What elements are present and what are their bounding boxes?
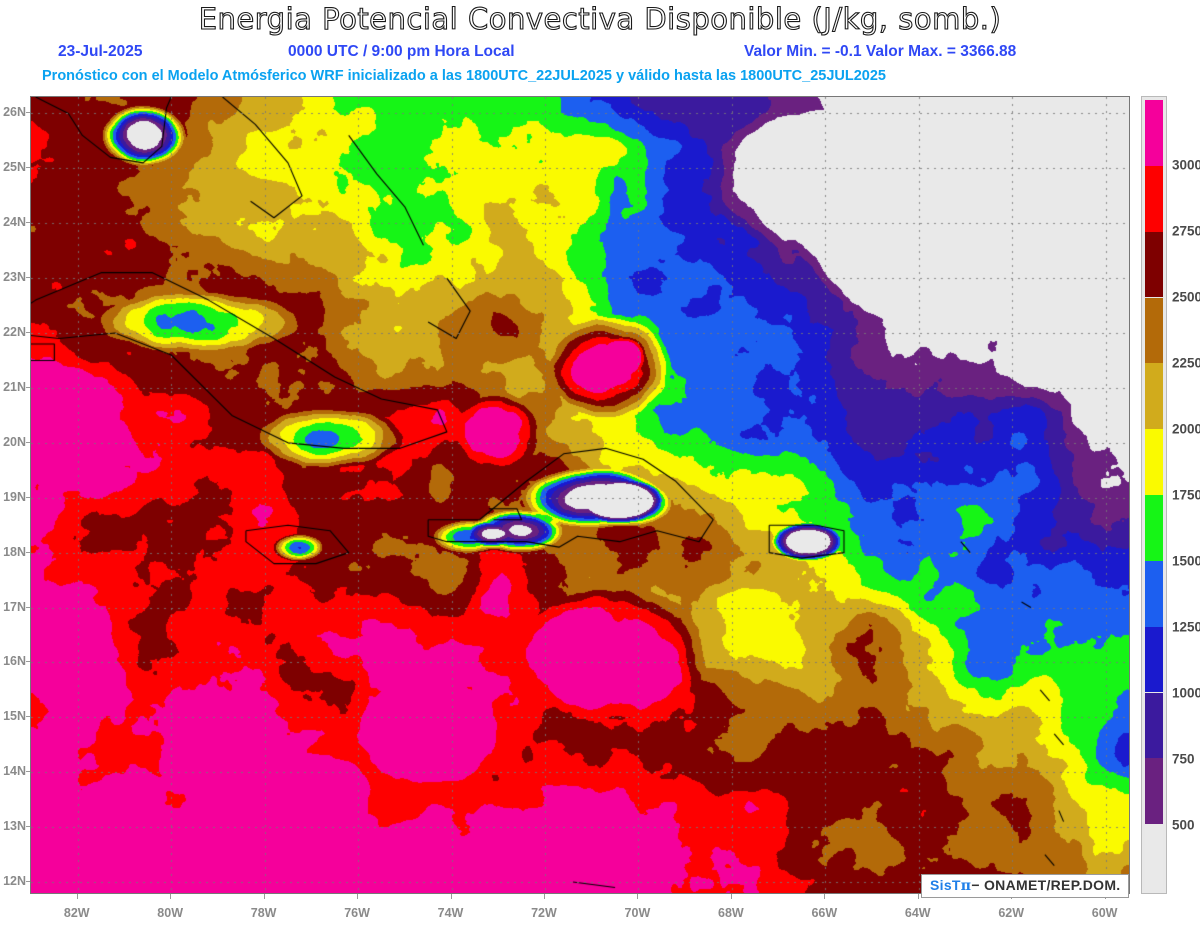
lat-tick-mark: [26, 167, 30, 169]
lat-tick-label: 20N: [3, 434, 26, 449]
lon-tick-label: 78W: [250, 906, 277, 920]
watermark-pi-icon: π: [960, 878, 972, 894]
page-title: Energia Potencial Convectiva Disponible …: [198, 1, 1002, 36]
colorbar-tick-label: 2750: [1172, 223, 1200, 239]
watermark-agency-label: − ONAMET/REP.DOM.: [971, 877, 1121, 893]
lat-tick-mark: [26, 222, 30, 224]
colorbar-band: [1145, 165, 1163, 232]
lon-tick-mark: [917, 894, 919, 899]
lat-tick-mark: [26, 332, 30, 334]
lat-tick-label: 24N: [3, 215, 26, 230]
colorbar-tick-label: 500: [1172, 817, 1195, 833]
model-run-info: Pronóstico con el Modelo Atmósferico WRF…: [42, 68, 886, 84]
forecast-valid-time: 0000 UTC / 9:00 pm Hora Local: [288, 43, 515, 60]
colorbar-tick-label: 750: [1172, 751, 1195, 767]
lat-tick-label: 15N: [3, 709, 26, 724]
colorbar-tick-label: 2000: [1172, 421, 1200, 437]
lon-tick-mark: [357, 894, 359, 899]
colorbar-band: [1145, 758, 1163, 825]
lat-tick-mark: [26, 441, 30, 443]
lon-tick-label: 80W: [157, 906, 184, 920]
lat-tick-label: 18N: [3, 544, 26, 559]
lat-tick-mark: [26, 661, 30, 663]
lon-tick-mark: [76, 894, 78, 899]
latitude-axis: 26N 25N 24N 23N 22N 21N 20N 19N 18N 17N 16N 15N 14N 1…: [0, 96, 30, 894]
lat-tick-mark: [26, 771, 30, 773]
colorbar-band: [1145, 297, 1163, 364]
lat-tick-label: 13N: [3, 819, 26, 834]
lon-tick-label: 68W: [717, 906, 744, 920]
lon-tick-label: 82W: [63, 906, 90, 920]
lon-tick-mark: [637, 894, 639, 899]
colorbar: [1141, 96, 1167, 894]
colorbar-tick-label: 1250: [1172, 619, 1200, 635]
lon-tick-label: 64W: [904, 906, 931, 920]
colorbar-band: [1145, 560, 1163, 627]
lon-tick-label: 72W: [531, 906, 557, 920]
colorbar-tick-label: 2250: [1172, 355, 1200, 371]
lon-tick-label: 76W: [344, 906, 370, 920]
colorbar-band: [1145, 626, 1163, 693]
colorbar-tick-label: 1000: [1172, 685, 1200, 701]
lon-tick-mark: [170, 894, 172, 899]
colorbar-band: [1145, 100, 1163, 166]
colorbar-band: [1145, 824, 1163, 890]
lat-tick-mark: [26, 716, 30, 718]
lat-tick-label: 16N: [3, 654, 26, 669]
lon-tick-label: 62W: [998, 906, 1025, 920]
map-plot-area[interactable]: [30, 96, 1130, 894]
lat-tick-mark: [26, 277, 30, 279]
lon-tick-label: 74W: [437, 906, 464, 920]
lat-tick-label: 14N: [3, 764, 26, 779]
lon-tick-mark: [824, 894, 826, 899]
watermark-sis-label: SisT: [930, 877, 961, 893]
colorbar-tick-label: 1750: [1172, 487, 1200, 503]
lon-tick-mark: [450, 894, 452, 899]
colorbar-band: [1145, 363, 1163, 430]
lat-tick-label: 21N: [3, 379, 26, 394]
forecast-date: 23-Jul-2025: [58, 43, 143, 60]
lat-tick-mark: [26, 551, 30, 553]
lat-tick-label: 12N: [3, 874, 26, 889]
lon-tick-label: 70W: [624, 906, 651, 920]
lon-tick-mark: [263, 894, 265, 899]
colorbar-band: [1145, 429, 1163, 495]
lat-tick-mark: [26, 386, 30, 388]
lat-tick-mark: [26, 826, 30, 828]
colorbar-tick-label: 1500: [1172, 553, 1200, 569]
value-min-max: Valor Min. = -0.1 Valor Max. = 3366.88: [744, 43, 1017, 60]
lat-tick-label: 19N: [3, 489, 26, 504]
watermark-credit: SisTπ− ONAMET/REP.DOM.: [921, 874, 1130, 898]
lat-tick-label: 26N: [3, 105, 26, 120]
lat-tick-label: 22N: [3, 325, 26, 340]
lat-tick-label: 17N: [3, 599, 26, 614]
lat-tick-label: 25N: [3, 160, 26, 175]
colorbar-tick-label: 2500: [1172, 289, 1200, 305]
lat-tick-mark: [26, 606, 30, 608]
lat-tick-label: 23N: [3, 270, 26, 285]
longitude-axis: 82W 80W 78W 76W 74W 72W 70W 68W 66W 64W 62W 60W: [30, 894, 1130, 927]
lon-tick-mark: [730, 894, 732, 899]
lat-tick-mark: [26, 496, 30, 498]
cape-shaded-field: [31, 97, 1129, 893]
lon-tick-label: 60W: [1091, 906, 1118, 920]
colorbar-band: [1145, 495, 1163, 561]
lon-tick-label: 66W: [811, 906, 838, 920]
lat-tick-mark: [26, 112, 30, 114]
lat-tick-mark: [26, 881, 30, 883]
colorbar-band: [1145, 692, 1163, 759]
colorbar-tick-label: 3000: [1172, 157, 1200, 173]
lon-tick-mark: [543, 894, 545, 899]
colorbar-band: [1145, 231, 1163, 298]
